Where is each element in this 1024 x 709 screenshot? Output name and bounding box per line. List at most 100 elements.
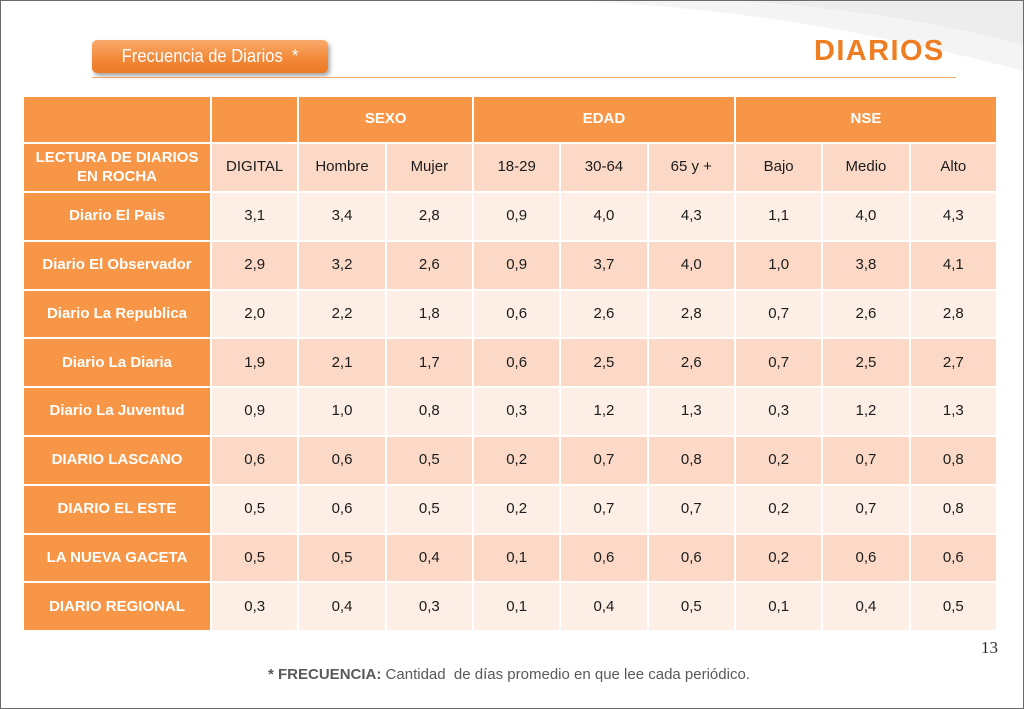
data-cell: 1,3 bbox=[646, 386, 736, 437]
table-row: Diario La Diaria 1,9 2,1 1,7 0,6 2,5 2,6 0,7 2,5… bbox=[22, 337, 998, 389]
data-cell: 2,7 bbox=[908, 337, 998, 389]
data-cell: 0,7 bbox=[821, 434, 911, 486]
data-cell: 0,3 bbox=[384, 581, 474, 633]
table-row: LA NUEVA GACETA 0,5 0,5 0,4 0,1 0,6 0,6 0,2 0,6 0… bbox=[22, 532, 998, 584]
data-cell: 2,6 bbox=[384, 239, 474, 291]
row-label: DIARIO EL ESTE bbox=[22, 483, 212, 535]
data-cell: 0,5 bbox=[209, 483, 300, 535]
empty-header-cell bbox=[22, 95, 212, 144]
column-header-hombre: Hombre bbox=[297, 142, 387, 193]
data-cell: 2,8 bbox=[384, 191, 474, 242]
row-label: Diario El Pais bbox=[22, 191, 212, 242]
data-cell: 0,4 bbox=[297, 581, 387, 633]
data-cell: 1,8 bbox=[384, 288, 474, 340]
data-cell: 0,6 bbox=[471, 288, 562, 340]
data-cell: 0,2 bbox=[471, 483, 562, 535]
data-cell: 0,6 bbox=[821, 532, 911, 584]
data-cell: 1,0 bbox=[733, 239, 824, 291]
data-cell: 0,1 bbox=[471, 532, 562, 584]
data-cell: 1,0 bbox=[297, 386, 387, 437]
data-cell: 0,6 bbox=[471, 337, 562, 389]
empty-header-cell bbox=[209, 95, 300, 144]
data-cell: 0,1 bbox=[471, 581, 562, 633]
data-cell: 0,2 bbox=[733, 434, 824, 486]
footnote-text: Cantidad de días promedio en que lee cad… bbox=[385, 666, 750, 683]
data-cell: 0,2 bbox=[733, 532, 824, 584]
data-cell: 1,9 bbox=[209, 337, 300, 389]
column-header-medio: Medio bbox=[821, 142, 911, 193]
table-row: DIARIO REGIONAL 0,3 0,4 0,3 0,1 0,4 0,5 0,1 0,4 0… bbox=[22, 581, 998, 633]
group-header-row: SEXO EDAD NSE bbox=[22, 95, 998, 144]
data-cell: 0,4 bbox=[384, 532, 474, 584]
data-cell: 2,6 bbox=[559, 288, 649, 340]
data-cell: 0,6 bbox=[297, 434, 387, 486]
data-cell: 4,1 bbox=[908, 239, 998, 291]
data-cell: 0,7 bbox=[559, 483, 649, 535]
data-cell: 0,5 bbox=[908, 581, 998, 633]
section-title-tab: Frecuencia de Diarios * bbox=[92, 40, 328, 73]
column-header-30-64: 30-64 bbox=[559, 142, 649, 193]
data-cell: 0,6 bbox=[908, 532, 998, 584]
data-cell: 4,3 bbox=[646, 191, 736, 242]
row-label: Diario La Diaria bbox=[22, 337, 212, 389]
row-label: Diario La Republica bbox=[22, 288, 212, 340]
data-cell: 0,6 bbox=[209, 434, 300, 486]
data-cell: 3,1 bbox=[209, 191, 300, 242]
data-cell: 0,7 bbox=[733, 337, 824, 389]
data-cell: 0,9 bbox=[471, 191, 562, 242]
data-cell: 0,7 bbox=[559, 434, 649, 486]
data-cell: 3,7 bbox=[559, 239, 649, 291]
data-cell: 1,3 bbox=[908, 386, 998, 437]
data-cell: 0,5 bbox=[384, 483, 474, 535]
data-cell: 0,5 bbox=[209, 532, 300, 584]
data-cell: 0,6 bbox=[646, 532, 736, 584]
column-header-alto: Alto bbox=[908, 142, 998, 193]
table-row: Diario La Juventud 0,9 1,0 0,8 0,3 1,2 1,3 0,3 1… bbox=[22, 386, 998, 437]
data-cell: 4,0 bbox=[646, 239, 736, 291]
data-cell: 0,8 bbox=[646, 434, 736, 486]
data-cell: 1,7 bbox=[384, 337, 474, 389]
section-title-label: Frecuencia de Diarios * bbox=[121, 46, 299, 66]
data-cell: 0,5 bbox=[646, 581, 736, 633]
heading-divider bbox=[92, 77, 956, 78]
data-cell: 2,5 bbox=[559, 337, 649, 389]
column-header-18-29: 18-29 bbox=[471, 142, 562, 193]
data-cell: 0,4 bbox=[559, 581, 649, 633]
readership-frequency-table: SEXO EDAD NSE LECTURA DE DIARIOS EN ROCHA DI… bbox=[22, 95, 998, 633]
data-cell: 0,3 bbox=[471, 386, 562, 437]
corner-swoosh-decoration bbox=[583, 1, 1023, 71]
data-cell: 0,1 bbox=[733, 581, 824, 633]
data-cell: 2,2 bbox=[297, 288, 387, 340]
data-cell: 0,2 bbox=[733, 483, 824, 535]
data-cell: 4,0 bbox=[821, 191, 911, 242]
column-header-row: LECTURA DE DIARIOS EN ROCHA DIGITAL Hombre… bbox=[22, 142, 998, 193]
group-header-edad: EDAD bbox=[471, 95, 736, 144]
data-cell: 0,6 bbox=[297, 483, 387, 535]
data-cell: 2,6 bbox=[821, 288, 911, 340]
data-cell: 0,4 bbox=[821, 581, 911, 633]
data-cell: 4,0 bbox=[559, 191, 649, 242]
table-row: DIARIO LASCANO 0,6 0,6 0,5 0,2 0,7 0,8 0,2 0,7 0,… bbox=[22, 434, 998, 486]
data-cell: 2,0 bbox=[209, 288, 300, 340]
row-label: Diario El Observador bbox=[22, 239, 212, 291]
data-cell: 0,3 bbox=[209, 581, 300, 633]
row-label: LA NUEVA GACETA bbox=[22, 532, 212, 584]
row-label: DIARIO REGIONAL bbox=[22, 581, 212, 633]
data-cell: 0,3 bbox=[733, 386, 824, 437]
data-cell: 1,1 bbox=[733, 191, 824, 242]
data-cell: 1,2 bbox=[821, 386, 911, 437]
table-row: Diario El Pais 3,1 3,4 2,8 0,9 4,0 4,3 1,1 4,0 4,… bbox=[22, 191, 998, 242]
data-cell: 4,3 bbox=[908, 191, 998, 242]
page-number: 13 bbox=[981, 638, 998, 657]
data-cell: 2,1 bbox=[297, 337, 387, 389]
data-cell: 0,7 bbox=[646, 483, 736, 535]
footnote-label: * FRECUENCIA: bbox=[268, 666, 382, 683]
data-cell: 0,7 bbox=[733, 288, 824, 340]
column-header-lectura-de-diarios-en-rocha: LECTURA DE DIARIOS EN ROCHA bbox=[22, 142, 212, 193]
data-cell: 3,4 bbox=[297, 191, 387, 242]
row-label: DIARIO LASCANO bbox=[22, 434, 212, 486]
table-row: DIARIO EL ESTE 0,5 0,6 0,5 0,2 0,7 0,7 0,2 0,7 0,… bbox=[22, 483, 998, 535]
data-cell: 3,8 bbox=[821, 239, 911, 291]
column-header-digital: DIGITAL bbox=[209, 142, 300, 193]
